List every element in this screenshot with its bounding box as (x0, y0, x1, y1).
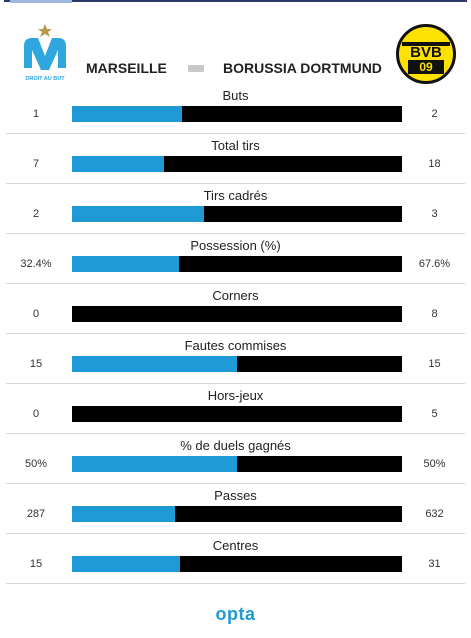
stat-comparison-bar (72, 306, 402, 322)
stat-row: Tirs cadrés 2 3 (6, 184, 465, 234)
stat-row: Centres 15 31 (6, 534, 465, 584)
stat-away-value: 632 (425, 508, 444, 520)
stat-home-fill (72, 506, 175, 522)
stat-home-value: 50% (24, 458, 48, 470)
stat-home-fill (72, 356, 237, 372)
stat-away-value: 50% (423, 458, 446, 470)
olympique-marseille-crest-icon: DROIT AU BUT (20, 24, 70, 82)
stat-away-value: 3 (431, 208, 438, 220)
stat-away-value: 18 (428, 158, 441, 170)
stat-label: Buts (222, 88, 249, 103)
home-team-name: MARSEILLE (86, 60, 167, 76)
stat-away-value: 2 (431, 108, 438, 120)
top-rule-accent (10, 0, 72, 3)
stat-comparison-bar (72, 456, 402, 472)
stat-label: Possession (%) (190, 238, 281, 253)
top-rule (4, 0, 467, 2)
stat-home-fill (72, 556, 180, 572)
bvb-09-crest-icon: BVB 09 (396, 24, 456, 84)
match-header: DROIT AU BUT MARSEILLE BORUSSIA DORTMUND… (6, 4, 465, 84)
stat-row: % de duels gagnés 50% 50% (6, 434, 465, 484)
stat-label: Fautes commises (184, 338, 287, 353)
stat-comparison-bar (72, 206, 402, 222)
bvb-letters: BVB (410, 44, 442, 61)
stat-label: Total tirs (211, 138, 260, 153)
stat-row: Buts 1 2 (6, 84, 465, 134)
stat-home-value: 0 (32, 308, 40, 320)
stat-comparison-bar (72, 156, 402, 172)
stat-home-fill (72, 106, 182, 122)
stat-comparison-bar (72, 556, 402, 572)
bvb-number: 09 (419, 60, 433, 74)
stat-home-value: 1 (32, 108, 40, 120)
stat-home-fill (72, 206, 204, 222)
stat-row: Hors-jeux 0 5 (6, 384, 465, 434)
stat-row: Fautes commises 15 15 (6, 334, 465, 384)
stat-home-fill (72, 456, 237, 472)
stat-label: Corners (212, 288, 259, 303)
away-team-name: BORUSSIA DORTMUND (223, 60, 382, 76)
stat-comparison-bar (72, 406, 402, 422)
stat-comparison-bar (72, 256, 402, 272)
stats-table: Buts 1 2 Total tirs 7 18 Tirs cadrés 2 3 Possessi… (6, 84, 465, 584)
stat-home-value: 0 (32, 408, 40, 420)
stat-away-value: 31 (428, 558, 441, 570)
stat-label: Hors-jeux (207, 388, 264, 403)
stat-home-fill (72, 256, 179, 272)
stat-row: Corners 0 8 (6, 284, 465, 334)
stat-label: Tirs cadrés (203, 188, 268, 203)
stat-comparison-bar (72, 356, 402, 372)
stat-row: Total tirs 7 18 (6, 134, 465, 184)
stat-away-value: 15 (428, 358, 441, 370)
stat-home-value: 7 (32, 158, 40, 170)
stat-away-value: 8 (431, 308, 438, 320)
stat-home-value: 15 (29, 558, 43, 570)
stat-away-value: 67.6% (418, 258, 451, 270)
versus-separator (188, 65, 204, 72)
stat-away-value: 5 (431, 408, 438, 420)
stat-home-value: 287 (26, 508, 46, 520)
stat-comparison-bar (72, 106, 402, 122)
stat-label: % de duels gagnés (180, 438, 291, 453)
stat-comparison-bar (72, 506, 402, 522)
opta-logo: opta (215, 604, 256, 624)
om-motto: DROIT AU BUT (25, 76, 65, 82)
stat-label: Passes (214, 488, 257, 503)
stat-row: Passes 287 632 (6, 484, 465, 534)
stat-home-value: 2 (32, 208, 40, 220)
stat-label: Centres (212, 538, 259, 553)
stat-home-fill (72, 156, 165, 172)
stat-home-value: 15 (29, 358, 43, 370)
stat-home-value: 32.4% (20, 258, 52, 270)
stat-row: Possession (%) 32.4% 67.6% (6, 234, 465, 284)
